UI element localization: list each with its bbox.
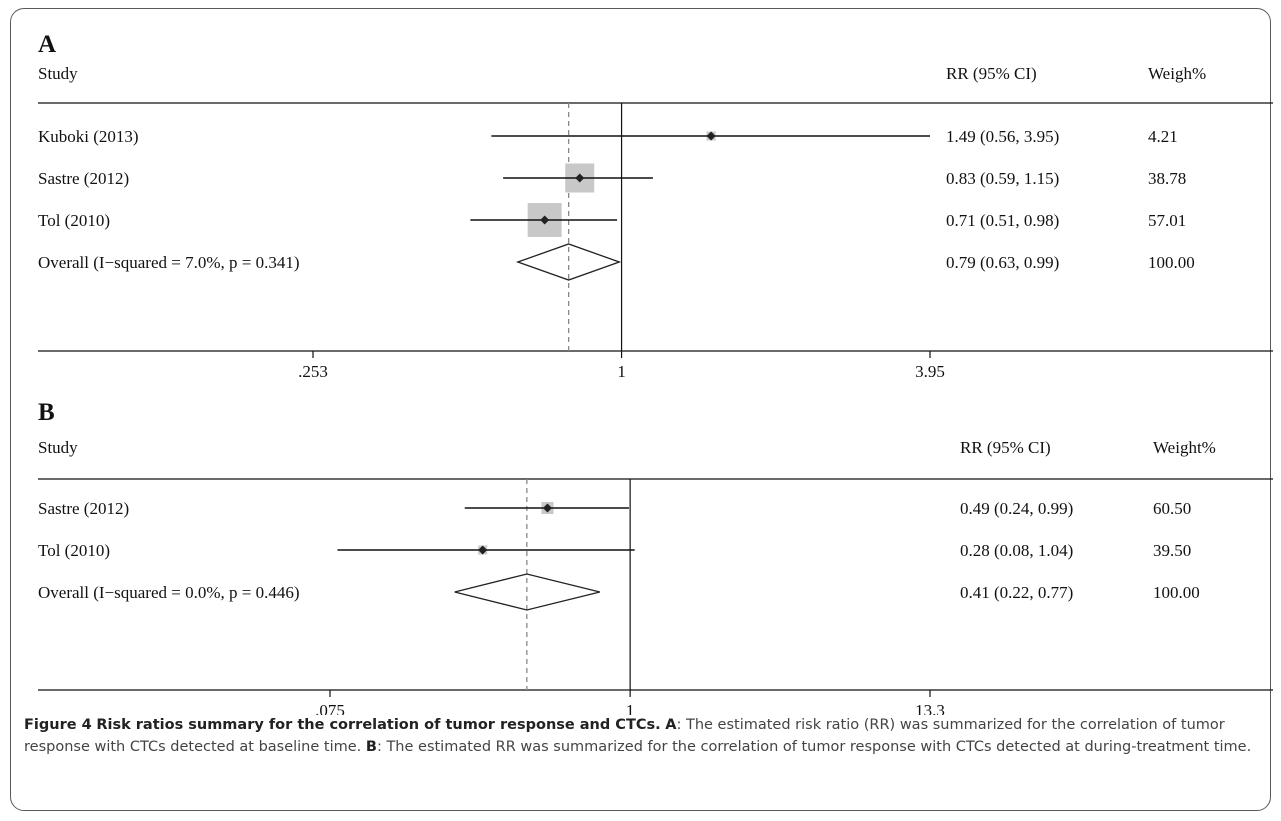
column-header-rr: RR (95% CI) bbox=[946, 64, 1037, 83]
caption-part-a-label: A bbox=[665, 717, 677, 733]
weight-value: 39.50 bbox=[1153, 541, 1191, 560]
overall-rr-value: 0.79 (0.63, 0.99) bbox=[946, 253, 1059, 272]
rr-value: 1.49 (0.56, 3.95) bbox=[946, 127, 1059, 146]
study-name: Kuboki (2013) bbox=[38, 127, 139, 146]
column-header-study: Study bbox=[38, 64, 78, 83]
overall-weight-value: 100.00 bbox=[1148, 253, 1195, 272]
overall-diamond bbox=[454, 573, 601, 611]
forest-plot-a: A Study RR (95% CI) Weigh% Kuboki (2013) 1.49… bbox=[38, 31, 1273, 380]
weight-value: 57.01 bbox=[1148, 211, 1186, 230]
overall-diamond bbox=[515, 243, 622, 281]
overall-label: Overall (I−squared = 7.0%, p = 0.341) bbox=[38, 253, 300, 272]
overall-rr-value: 0.41 (0.22, 0.77) bbox=[960, 583, 1073, 602]
point-estimate bbox=[706, 131, 716, 141]
caption-part-b-label: B bbox=[365, 739, 377, 755]
point-estimate bbox=[478, 545, 488, 555]
figure-caption: Figure 4 Risk ratios summary for the cor… bbox=[24, 714, 1254, 758]
rr-value: 0.49 (0.24, 0.99) bbox=[960, 499, 1073, 518]
column-header-weight: Weight% bbox=[1153, 438, 1216, 457]
x-tick-label: 3.95 bbox=[915, 362, 945, 380]
point-estimate bbox=[540, 215, 550, 225]
forest-plot-b: B Study RR (95% CI) Weight% Sastre (2012) 0.4… bbox=[38, 399, 1273, 715]
panel-label: B bbox=[38, 399, 55, 426]
rr-value: 0.71 (0.51, 0.98) bbox=[946, 211, 1059, 230]
weight-value: 60.50 bbox=[1153, 499, 1191, 518]
weight-value: 4.21 bbox=[1148, 127, 1178, 146]
caption-label: Figure 4 bbox=[24, 717, 92, 733]
rr-value: 0.28 (0.08, 1.04) bbox=[960, 541, 1073, 560]
caption-part-a-text: : The estimated risk ratio (RR) was summ… bbox=[24, 717, 1225, 755]
column-header-rr: RR (95% CI) bbox=[960, 438, 1051, 457]
point-estimate bbox=[575, 173, 585, 183]
caption-part-b-text: : The estimated RR was summarized for th… bbox=[376, 739, 1252, 755]
overall-label: Overall (I−squared = 0.0%, p = 0.446) bbox=[38, 583, 300, 602]
study-name: Sastre (2012) bbox=[38, 169, 129, 188]
study-name: Tol (2010) bbox=[38, 211, 110, 230]
x-tick-label: 1 bbox=[617, 362, 626, 380]
study-name: Tol (2010) bbox=[38, 541, 110, 560]
study-name: Sastre (2012) bbox=[38, 499, 129, 518]
x-tick-label: .075 bbox=[315, 701, 345, 715]
point-estimate bbox=[542, 503, 552, 513]
column-header-weight: Weigh% bbox=[1148, 64, 1206, 83]
x-tick-label: 13.3 bbox=[915, 701, 945, 715]
figure-frame bbox=[10, 8, 1271, 811]
overall-weight-value: 100.00 bbox=[1153, 583, 1200, 602]
weight-value: 38.78 bbox=[1148, 169, 1186, 188]
panel-label: A bbox=[38, 31, 56, 58]
rr-value: 0.83 (0.59, 1.15) bbox=[946, 169, 1059, 188]
x-tick-label: .253 bbox=[298, 362, 328, 380]
caption-title: Risk ratios summary for the correlation … bbox=[96, 717, 661, 733]
column-header-study: Study bbox=[38, 438, 78, 457]
x-tick-label: 1 bbox=[626, 701, 635, 715]
